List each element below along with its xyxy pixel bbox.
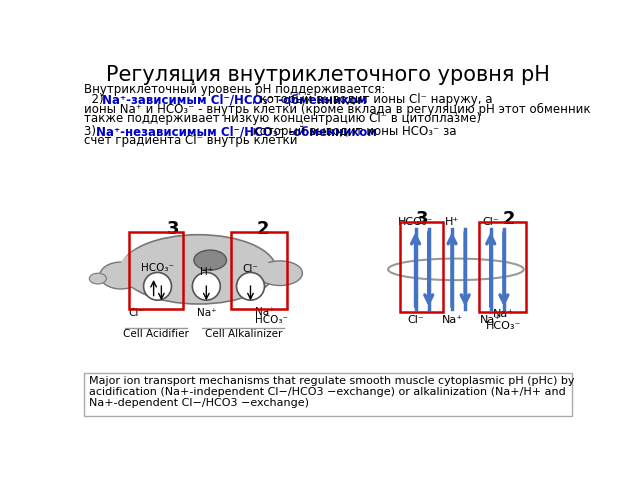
Text: Na⁺-зависимым Cl⁻/HCO₃⁻ -обменником: Na⁺-зависимым Cl⁻/HCO₃⁻ -обменником: [102, 94, 367, 107]
Text: Cell Alkalinizer: Cell Alkalinizer: [205, 329, 282, 339]
Text: счет градиента Cl⁻ внутрь клетки: счет градиента Cl⁻ внутрь клетки: [84, 134, 298, 147]
Text: Na⁺
HCO₃⁻: Na⁺ HCO₃⁻: [486, 309, 522, 331]
Bar: [84, 373, 572, 416]
Text: Na⁺: Na⁺: [480, 315, 501, 325]
Text: также поддерживает низкую концентрацию Cl⁻ в цитоплазме): также поддерживает низкую концентрацию C…: [84, 112, 481, 125]
Text: Major ion transport mechanisms that regulate smooth muscle cytoplasmic pH (pHc) : Major ion transport mechanisms that regu…: [90, 376, 575, 386]
Circle shape: [193, 273, 220, 300]
Bar: [231, 232, 287, 310]
Text: H⁺: H⁺: [200, 267, 213, 276]
Text: 3: 3: [167, 219, 179, 238]
Text: Cl⁻: Cl⁻: [129, 308, 145, 318]
Ellipse shape: [100, 262, 142, 289]
Text: H⁺: H⁺: [445, 216, 459, 227]
Text: Cl⁻: Cl⁻: [483, 216, 499, 227]
Ellipse shape: [90, 273, 106, 284]
Text: Cl⁻: Cl⁻: [243, 264, 259, 275]
Circle shape: [143, 273, 172, 300]
Text: Cell Acidifier: Cell Acidifier: [123, 329, 189, 339]
Ellipse shape: [257, 261, 303, 286]
Text: HCO₃⁻: HCO₃⁻: [255, 315, 288, 325]
Text: 3): 3): [84, 125, 100, 138]
Text: Na⁺: Na⁺: [255, 307, 275, 317]
Text: HCO₃⁻: HCO₃⁻: [398, 216, 433, 227]
Bar: [400, 222, 444, 312]
Text: acidification (Na+-independent Cl−/HCO3 −exchange) or alkalinization (Na+/H+ and: acidification (Na+-independent Cl−/HCO3 …: [90, 387, 566, 397]
Text: 2: 2: [257, 219, 269, 238]
Ellipse shape: [119, 239, 270, 300]
Text: Na⁺: Na⁺: [196, 308, 216, 318]
Text: Регуляция внутриклеточного уровня pH: Регуляция внутриклеточного уровня pH: [106, 64, 550, 84]
Text: Na+-dependent Cl−/HCO3 −exchange): Na+-dependent Cl−/HCO3 −exchange): [90, 397, 309, 408]
Ellipse shape: [121, 235, 276, 304]
Text: , который выводит ионы Cl⁻ наружу, а: , который выводит ионы Cl⁻ наружу, а: [252, 94, 493, 107]
Text: HCO₃⁻: HCO₃⁻: [141, 263, 174, 273]
Text: Na⁺-независимым Cl⁻/HCO₃⁻ -обменником: Na⁺-независимым Cl⁻/HCO₃⁻ -обменником: [95, 125, 376, 138]
Text: 2: 2: [502, 210, 515, 228]
Text: Внутриклеточный уровень pH поддерживается:: Внутриклеточный уровень pH поддерживаетс…: [84, 84, 385, 96]
Text: 2): 2): [84, 94, 108, 107]
Text: Cl⁻: Cl⁻: [407, 315, 424, 325]
Bar: [479, 222, 525, 312]
Text: Na⁺: Na⁺: [442, 315, 463, 325]
Bar: [129, 232, 183, 310]
Text: 3: 3: [415, 210, 428, 228]
Ellipse shape: [194, 250, 227, 270]
Text: , который выводит ионы HCO₃⁻ за: , который выводит ионы HCO₃⁻ за: [245, 125, 456, 138]
Circle shape: [237, 273, 264, 300]
Text: ионы Na⁺ и HCO₃⁻ - внутрь клетки (кроме вклада в регуляцию pH этот обменник: ионы Na⁺ и HCO₃⁻ - внутрь клетки (кроме …: [84, 103, 591, 116]
